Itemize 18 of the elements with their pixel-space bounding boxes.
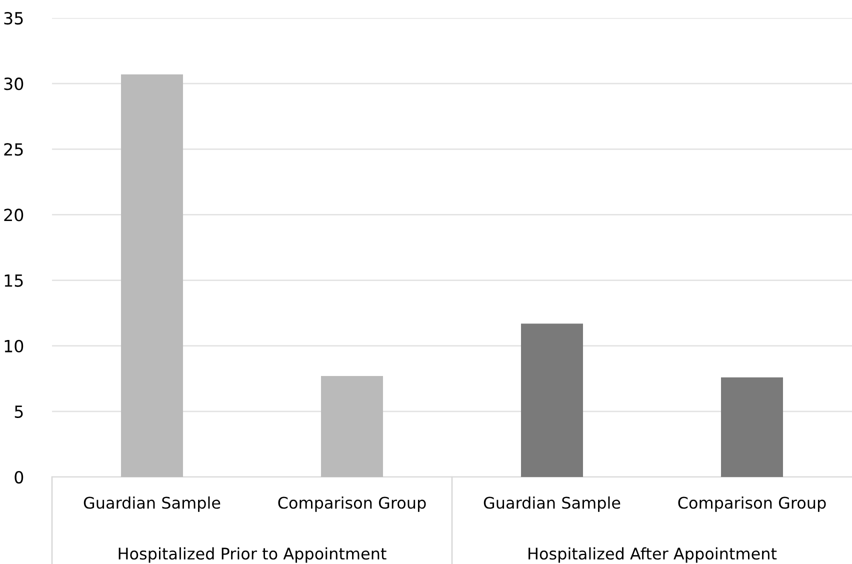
y-tick-label: 35	[4, 12, 23, 25]
x-tick-label: Comparison Group	[278, 496, 426, 512]
y-tick-label: 10	[4, 340, 24, 352]
y-tick-label: 15	[4, 274, 23, 287]
x-tick-label: Comparison Group	[678, 496, 826, 512]
x-tick-label: Guardian Sample	[484, 496, 620, 512]
bar	[121, 74, 183, 477]
x-tick-label: Guardian Sample	[84, 496, 220, 512]
y-tick-label: 30	[4, 78, 24, 90]
bar	[521, 324, 583, 477]
bar	[721, 377, 783, 477]
text: Hospitalized Prior to Appointment	[118, 547, 386, 563]
y-tick-label: 5	[14, 406, 23, 418]
y-tick-label: 20	[4, 208, 24, 222]
text: Hospitalized After Appointment	[528, 547, 777, 563]
bar	[321, 376, 383, 477]
y-tick-label: 25	[4, 143, 23, 156]
y-tick-label: 0	[14, 470, 24, 484]
